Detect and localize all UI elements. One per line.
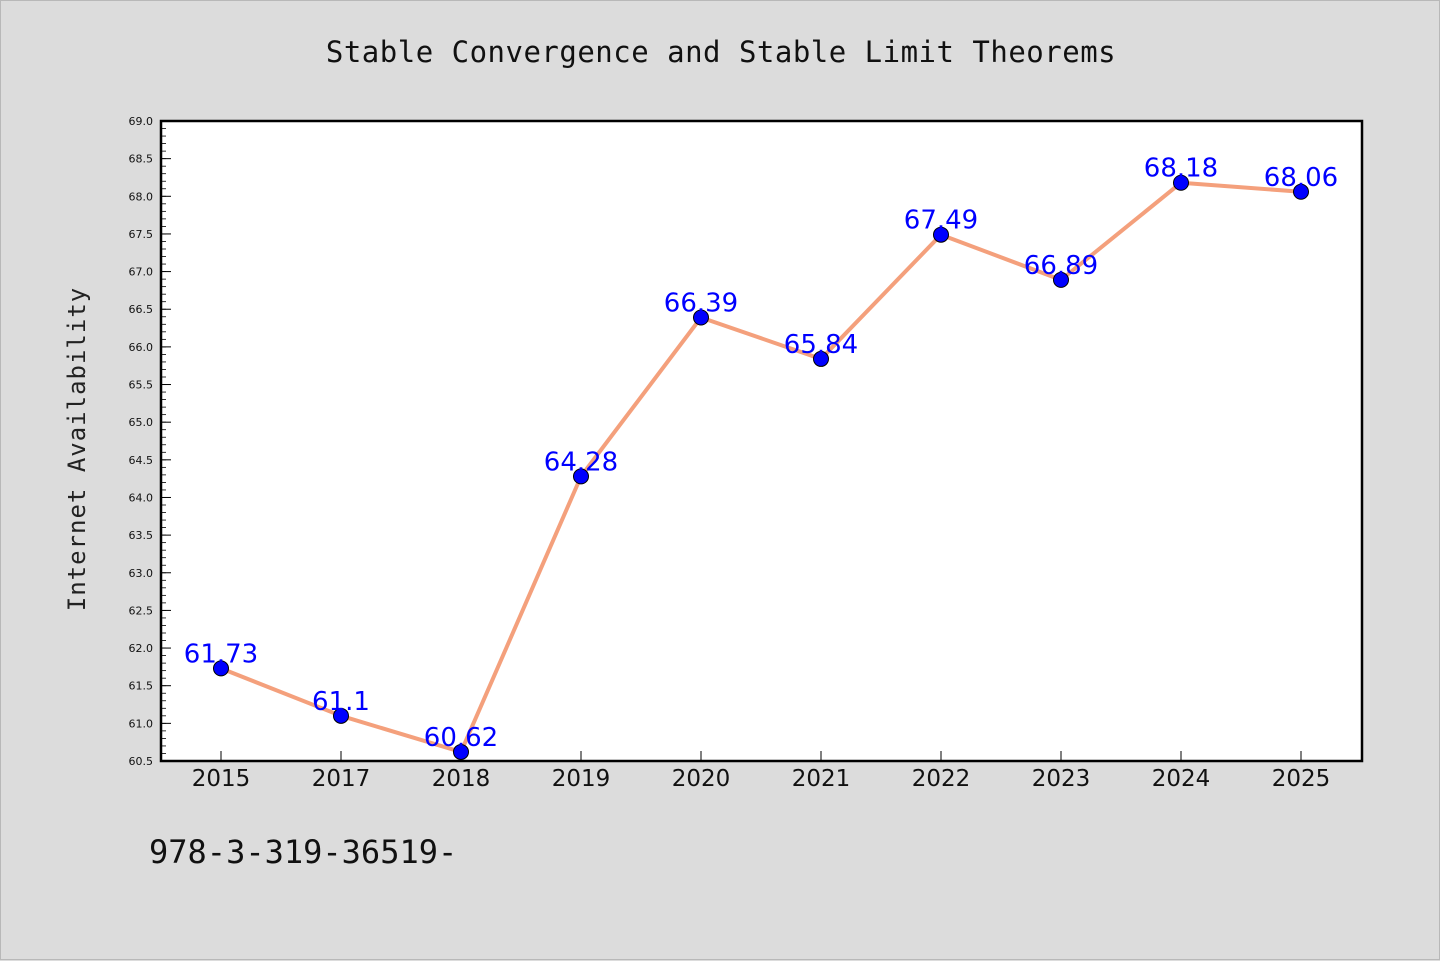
footer-code: 978-3-319-36519-: [149, 833, 458, 871]
x-tick-label: 2018: [432, 766, 491, 792]
y-tick-label: 60.5: [129, 755, 154, 768]
x-tick-label: 2023: [1032, 766, 1091, 792]
data-point: [933, 226, 949, 243]
data-markers: [213, 174, 1309, 760]
y-tick-label: 67.0: [129, 266, 154, 279]
x-tick-label: 2017: [312, 766, 371, 792]
y-tick-label: 67.5: [129, 228, 154, 241]
data-labels: 61.73 61.1 60.62 64.28 66.39 65.84 67.49 66.89 6…: [184, 154, 1338, 753]
y-tick-label: 63.5: [129, 529, 154, 542]
y-tick-label: 63.0: [129, 567, 154, 580]
data-label: 66.39: [664, 289, 738, 319]
y-tick-label: 66.0: [129, 341, 154, 354]
data-point: [813, 350, 829, 367]
data-point: [213, 660, 229, 677]
data-label: 66.89: [1024, 251, 1098, 281]
y-tick-label: 62.0: [129, 642, 154, 655]
x-tick-label: 2020: [672, 766, 731, 792]
y-tick-label: 64.5: [129, 454, 154, 467]
y-tick-label: 69.0: [129, 115, 154, 128]
x-tick-label: 2022: [912, 766, 971, 792]
data-label: 61.73: [184, 639, 258, 669]
y-tick-label: 62.5: [129, 604, 154, 617]
chart-title: Stable Convergence and Stable Limit Theo…: [325, 35, 1117, 69]
y-tick-label: 68.0: [129, 190, 154, 203]
data-point: [1293, 183, 1309, 200]
y-axis-label: Internet Availability: [63, 287, 91, 611]
x-tick-label: 2024: [1152, 766, 1211, 792]
y-axis: 60.5 61.0 61.5 62.0 62.5 63.0 63.5 64.0 64.5 65.0…: [129, 115, 171, 768]
data-point: [1053, 271, 1069, 288]
y-tick-label: 68.5: [129, 153, 154, 166]
x-tick-label: 2025: [1272, 766, 1331, 792]
data-point: [333, 707, 349, 724]
data-label: 68.06: [1264, 163, 1338, 193]
y-tick-label: 61.5: [129, 680, 154, 693]
x-tick-label: 2021: [792, 766, 851, 792]
x-axis: 2015 2017 2018 2019 2020 2021 2022 2023 2024 2025: [192, 751, 1331, 792]
y-tick-label: 61.0: [129, 717, 154, 730]
x-tick-label: 2019: [552, 766, 611, 792]
data-point: [453, 743, 469, 760]
y-tick-label: 66.5: [129, 303, 154, 316]
data-point: [573, 468, 589, 485]
data-label: 68.18: [1144, 154, 1218, 184]
x-tick-label: 2015: [192, 766, 251, 792]
data-label: 60.62: [424, 723, 498, 753]
data-label: 64.28: [544, 447, 618, 477]
y-tick-label: 65.0: [129, 416, 154, 429]
series-line: [220, 180, 1302, 754]
plot-area: [159, 119, 1364, 763]
data-label: 65.84: [784, 330, 858, 360]
data-point: [1173, 174, 1189, 191]
y-tick-label: 64.0: [129, 491, 154, 504]
data-label: 67.49: [904, 206, 978, 236]
data-point: [693, 309, 709, 326]
data-label: 61.1: [312, 687, 370, 717]
y-tick-label: 65.5: [129, 379, 154, 392]
